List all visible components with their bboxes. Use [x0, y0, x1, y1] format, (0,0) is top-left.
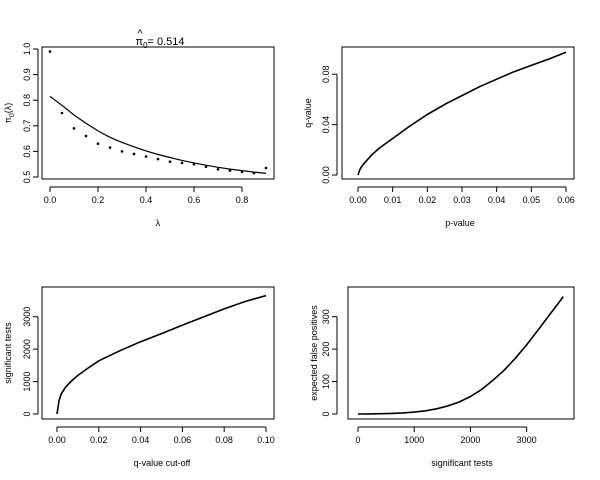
pi0-y-tick-label: 0.5 [22, 171, 32, 184]
sigtests-x-tick-label: 0.08 [215, 435, 233, 445]
sigtests-y-tick-label: 3000 [22, 307, 32, 327]
pi0-point [60, 111, 64, 115]
pi0-point [120, 150, 124, 153]
pi0-x-tick-label: 0.8 [236, 195, 249, 205]
sigtests-y-tick-label: 2000 [22, 339, 32, 359]
pi0-x-tick-label: 0.2 [92, 195, 105, 205]
qvalue-x-tick-label: 0.05 [523, 195, 541, 205]
qvalue-marks [357, 51, 567, 176]
falsepos-y-axis-label: expected false positives [309, 305, 319, 401]
pi0-title-symbol: π [135, 36, 143, 48]
pi0-y-tick-label: 0.6 [22, 145, 32, 158]
pi0-x-axis-label: λ [156, 218, 161, 228]
falsepos-y-tick-label: 0 [321, 411, 331, 416]
qvalue-x-tick-label: 0.04 [488, 195, 506, 205]
qvalue-y-axis: 0.00 0.04 0.08 [321, 65, 338, 184]
sigtests-panel: 0.00 0.02 0.04 0.06 0.08 0.10 0 1000 2000 3000 q… [3, 286, 275, 468]
pi0-x-axis: 0.0 0.2 0.4 0.6 0.8 [44, 186, 249, 205]
qvalue-x-tick-label: 0.02 [419, 195, 437, 205]
falsepos-y-tick-label: 300 [321, 309, 331, 324]
qvalue-x-axis: 0.00 0.01 0.02 0.03 0.04 0.05 0.06 [349, 186, 575, 205]
pi0-point [156, 157, 160, 161]
pi0-title-value: = 0.514 [148, 36, 185, 48]
falsepos-y-tick-label: 100 [321, 374, 331, 389]
qvalue-y-tick-label: 0.00 [321, 166, 331, 184]
pi0-point [180, 161, 184, 165]
sigtests-series-line [56, 294, 267, 415]
pi0-y-axis-label-symbol: π [3, 117, 13, 123]
sigtests-plot-frame [41, 286, 275, 420]
falsepos-marks [357, 296, 564, 415]
qvalue-y-tick-label: 0.08 [321, 65, 331, 83]
sigtests-x-axis-label: q-value cut-off [134, 458, 191, 468]
falsepos-y-axis: 0 100 200 300 [321, 309, 338, 417]
pi0-point [252, 171, 256, 175]
sigtests-y-axis: 0 1000 2000 3000 [22, 307, 39, 417]
pi0-panel: 0.0 0.2 0.4 0.6 0.8 0.50.60.70.80.91.0 π0= 0… [3, 28, 275, 228]
falsepos-y-tick-label: 200 [321, 342, 331, 357]
falsepos-x-tick-label: 2000 [460, 435, 480, 445]
pi0-point [72, 127, 76, 130]
falsepos-panel: 0 1000 2000 3000 0 100 200 300 significant tes… [309, 286, 575, 468]
pi0-plot-frame [41, 46, 275, 180]
pi0-y-tick-label: 0.9 [22, 68, 32, 81]
sigtests-x-tick-label: 0.06 [174, 435, 192, 445]
pi0-title-subscript: 0 [143, 41, 148, 50]
falsepos-x-axis-label: significant tests [431, 458, 493, 468]
pi0-point [216, 168, 220, 171]
sigtests-y-tick-label: 1000 [22, 372, 32, 392]
pi0-marks [48, 50, 268, 175]
qvalue-plot-frame [341, 46, 575, 180]
pi0-point [168, 160, 172, 163]
pi0-x-tick-label: 0.4 [140, 195, 153, 205]
sigtests-x-tick-label: 0.02 [90, 435, 108, 445]
qvalue-x-tick-label: 0.03 [453, 195, 471, 205]
pi0-x-tick-label: 0.0 [44, 195, 57, 205]
pi0-y-tick-label: 0.7 [22, 120, 32, 133]
pi0-title-hat: ^ [137, 28, 143, 40]
pi0-point [144, 155, 148, 158]
pi0-point [264, 166, 268, 170]
qvalue-x-tick-label: 0.00 [349, 195, 367, 205]
pi0-y-axis: 0.5 0.6 0.7 0.8 0.9 1.0 [22, 43, 39, 184]
pi0-title: π0= 0.514 [135, 36, 184, 50]
pi0-point [48, 50, 52, 53]
qvalue-y-axis-label: q-value [303, 98, 313, 128]
qvalue-y-tick-label: 0.04 [321, 116, 331, 134]
falsepos-plot-frame [347, 286, 575, 420]
sigtests-x-tick-label: 0.00 [48, 435, 66, 445]
sigtests-marks [56, 294, 267, 415]
sigtests-y-axis-label: significant tests [3, 322, 13, 384]
pi0-y-axis-label-subscript: 0 [9, 113, 16, 117]
qvalue-x-axis-label: p-value [445, 218, 475, 228]
pi0-y-tick-label: 1.0 [22, 43, 32, 56]
qvalue-x-tick-label: 0.01 [384, 195, 402, 205]
pi0-point [228, 169, 232, 172]
pi0-point [192, 162, 196, 166]
pi0-point [108, 146, 112, 149]
sigtests-x-tick-label: 0.04 [132, 435, 150, 445]
pi0-y-axis-label-tail: (λ) [3, 103, 13, 114]
pi0-y-axis-label: π0(λ) [3, 103, 16, 124]
falsepos-x-axis: 0 1000 2000 3000 [355, 426, 537, 445]
sigtests-x-axis: 0.00 0.02 0.04 0.06 0.08 0.10 [48, 426, 275, 445]
pi0-point [96, 142, 100, 146]
pi0-point [240, 170, 244, 174]
qvalue-series-line [357, 51, 567, 176]
pi0-point [84, 134, 88, 138]
falsepos-series-line [357, 296, 564, 415]
pi0-x-tick-label: 0.6 [188, 195, 201, 205]
pi0-y-tick-label: 0.8 [22, 94, 32, 107]
falsepos-x-tick-label: 0 [355, 435, 360, 445]
pi0-point [204, 165, 208, 169]
pi0-smoother-line [49, 95, 267, 174]
sigtests-y-tick-label: 0 [22, 411, 32, 416]
sigtests-x-tick-label: 0.10 [257, 435, 275, 445]
qvalue-panel: 0.00 0.01 0.02 0.03 0.04 0.05 0.06 0.000.040.0… [303, 46, 575, 228]
qvalue-x-tick-label: 0.06 [557, 195, 575, 205]
falsepos-x-tick-label: 1000 [404, 435, 424, 445]
falsepos-x-tick-label: 3000 [517, 435, 537, 445]
pi0-point [132, 152, 136, 156]
